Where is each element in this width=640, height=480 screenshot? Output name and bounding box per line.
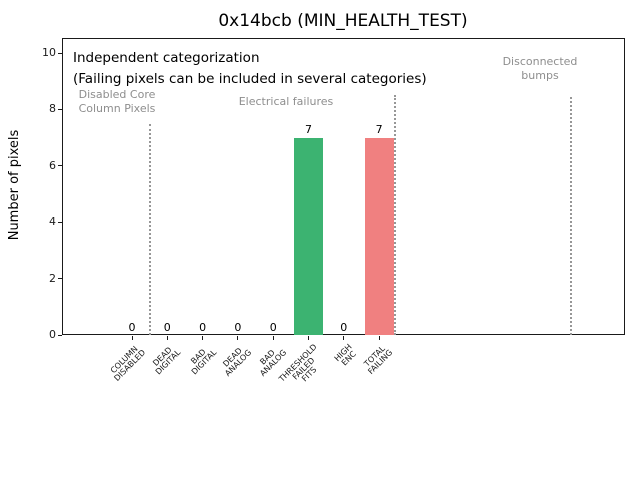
y-tick-mark [58,108,62,110]
bar-value-label: 0 [128,320,136,334]
y-tick-label: 8 [49,102,56,116]
y-tick-mark [58,165,62,167]
x-tick-mark [343,336,345,340]
bar-value-label: 0 [163,320,171,334]
section-separator [393,95,396,335]
section-separator [570,96,573,335]
bar [294,137,323,335]
y-tick-mark [58,52,62,54]
bar-value-label: 7 [305,123,312,137]
y-tick-label: 4 [49,215,56,229]
y-tick-label: 0 [49,328,56,341]
y-tick-mark [58,334,62,336]
bar-value-label: 0 [199,320,207,334]
y-tick-label: 6 [49,158,56,172]
x-tick-mark [202,336,204,340]
bar [364,137,394,335]
bar-value-label: 7 [375,123,383,137]
annotation-failing-note: (Failing pixels can be included in sever… [73,71,427,87]
x-tick-mark [378,336,380,340]
y-tick-mark [58,278,62,280]
chart-title: 0x14bcb (MIN_HEALTH_TEST) [218,11,468,31]
x-tick-mark [308,336,309,340]
plot-area [62,38,625,335]
section-label: Electrical failures [238,95,334,108]
section-label: Disabled Core Column Pixels [78,88,156,115]
x-tick-mark [272,336,274,340]
x-tick-mark [237,336,239,340]
section-separator [148,123,151,335]
x-tick-label-text: TOTAL FAILING [362,344,395,377]
bar-value-label: 0 [340,320,348,334]
section-label: Disconnected bumps [502,55,578,82]
x-tick-mark [131,336,133,340]
bar-value-label: 0 [269,320,277,334]
y-tick-label: 10 [42,46,56,59]
x-tick-label-text: HIGH ENC [332,342,358,368]
y-tick-label: 2 [49,271,56,285]
x-tick-mark [166,336,168,340]
bar-value-label: 0 [234,320,242,334]
y-tick-mark [58,221,62,223]
annotation-independent: Independent categorization [73,50,260,66]
